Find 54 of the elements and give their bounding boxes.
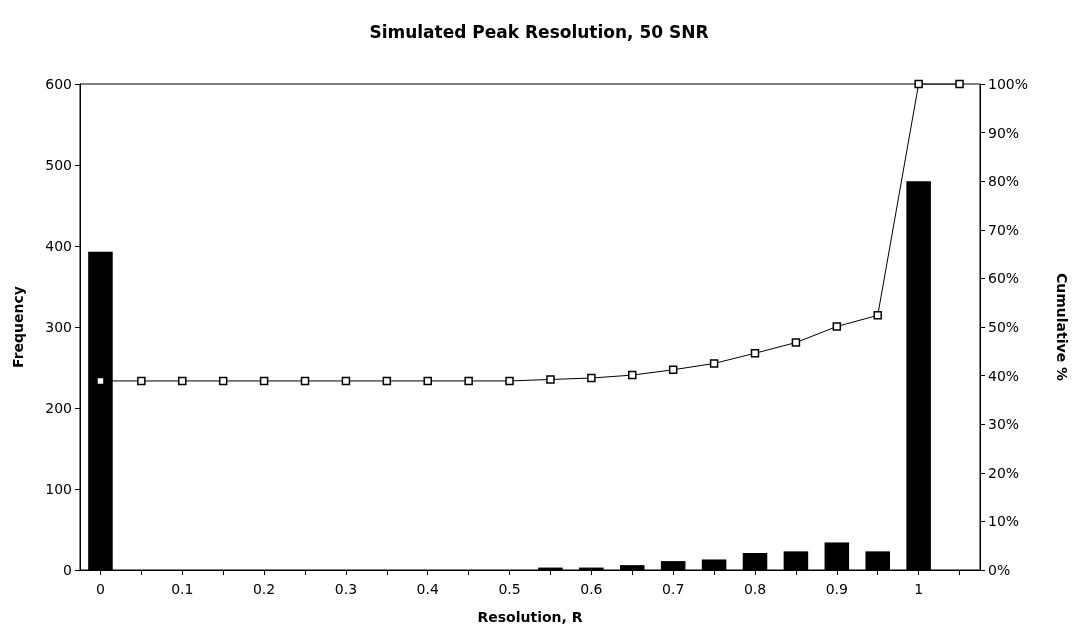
point xyxy=(546,375,555,384)
point xyxy=(218,376,228,386)
point xyxy=(423,376,432,386)
y2-tick-label: 0% xyxy=(988,562,1011,578)
point xyxy=(628,370,637,380)
y2-tick-label: 30% xyxy=(988,416,1020,433)
point xyxy=(709,359,719,368)
point xyxy=(382,376,392,386)
point xyxy=(955,79,964,89)
x-tick-label: 0 xyxy=(95,581,105,597)
point xyxy=(137,376,146,386)
point xyxy=(791,338,801,347)
y2-tick-label: 50% xyxy=(988,319,1020,335)
y2-tick-label: 60% xyxy=(988,270,1020,287)
point xyxy=(587,373,596,383)
point xyxy=(178,376,187,386)
point xyxy=(259,376,269,386)
y-tick-label: 0 xyxy=(63,562,72,578)
y-tick-label: 400 xyxy=(45,238,72,254)
y-tick-label: 600 xyxy=(45,76,72,92)
chart-title: Simulated Peak Resolution, 50 SNR xyxy=(369,21,709,42)
x-tick-label: 0.5 xyxy=(498,581,521,597)
x-tick-label: 1 xyxy=(914,581,924,597)
point xyxy=(341,376,351,386)
point xyxy=(873,311,882,320)
point xyxy=(300,376,310,386)
x-tick-label: 0.1 xyxy=(171,581,194,597)
point xyxy=(914,79,923,89)
x-tick-label: 0.6 xyxy=(580,581,603,597)
y2-tick-label: 90% xyxy=(988,124,1020,141)
point xyxy=(832,322,842,331)
point xyxy=(464,376,473,386)
point xyxy=(750,348,760,358)
x-tick-label: 0.4 xyxy=(416,581,439,597)
x-tick-label: 0.3 xyxy=(334,581,358,597)
y2-axis-title: Cumulative % xyxy=(1054,272,1070,382)
y2-tick-label: 80% xyxy=(988,173,1020,190)
y2-tick-label: 20% xyxy=(988,464,1020,481)
y2-tick-label: 100% xyxy=(988,76,1029,92)
x-tick-label: 0.7 xyxy=(662,581,685,597)
x-tick-label: 0.9 xyxy=(825,581,848,597)
y-tick-label: 100 xyxy=(45,481,72,497)
y-tick-label: 500 xyxy=(45,157,72,173)
x-tick-label: 0.8 xyxy=(743,581,767,597)
y-tick-label: 300 xyxy=(45,319,72,335)
x-axis-title: Resolution, R xyxy=(477,609,583,625)
y-tick-label: 200 xyxy=(45,400,72,416)
y2-tick-label: 40% xyxy=(988,367,1020,384)
y-axis-title: Frequency xyxy=(10,286,26,368)
x-tick-label: 0.2 xyxy=(252,581,276,597)
point xyxy=(668,365,678,375)
y2-tick-label: 70% xyxy=(988,221,1020,238)
y2-tick-label: 10% xyxy=(988,513,1020,530)
point xyxy=(505,376,514,386)
